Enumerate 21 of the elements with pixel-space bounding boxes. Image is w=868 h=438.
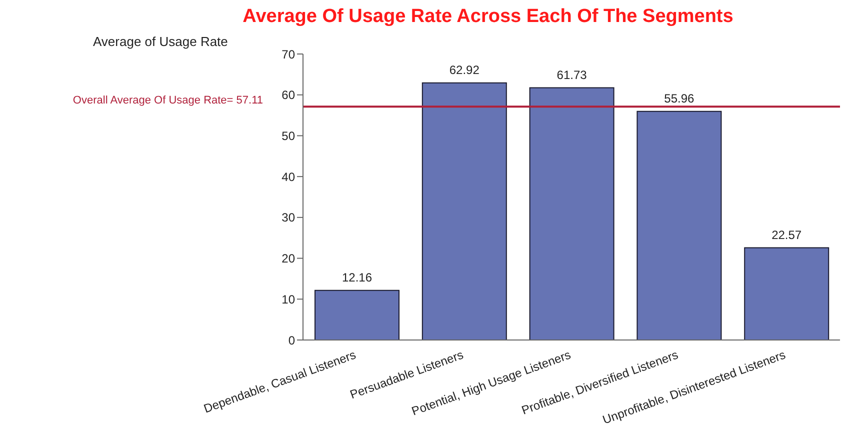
data-label: 22.57	[772, 228, 802, 242]
y-tick-label: 50	[282, 128, 296, 143]
y-tick-label: 20	[282, 252, 296, 266]
chart-title: Average Of Usage Rate Across Each Of The Segments	[242, 6, 734, 28]
data-label: 62.92	[449, 62, 480, 77]
y-tick-label: 10	[282, 292, 296, 306]
y-tick-label: 40	[282, 170, 296, 184]
bar	[636, 110, 722, 340]
bar	[529, 87, 614, 340]
bar	[422, 82, 507, 340]
data-label: 61.73	[556, 68, 588, 82]
y-tick-label: 70	[282, 47, 296, 62]
y-axis-title: Average of Usage Rate	[93, 34, 228, 49]
bar	[314, 290, 400, 340]
y-tick-label: 60	[282, 88, 296, 102]
bar	[744, 247, 830, 340]
data-label: 55.96	[664, 91, 695, 106]
ref-line-label: Overall Average Of Usage Rate= 57.11	[72, 94, 263, 107]
y-tick-label: 30	[282, 210, 296, 225]
data-label: 12.16	[342, 270, 372, 284]
y-tick-label: 0	[288, 333, 296, 348]
